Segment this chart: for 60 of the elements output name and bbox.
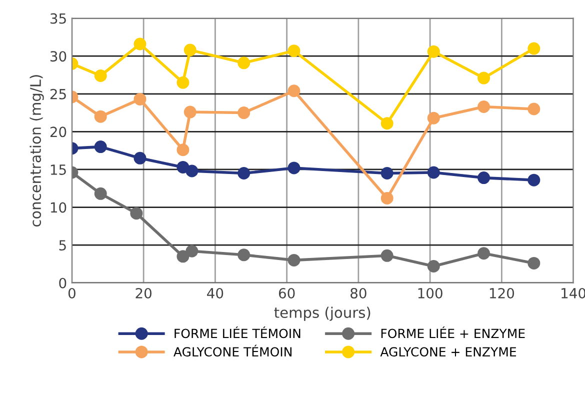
point [288,44,300,58]
legend-label: FORME LIÉE TÉMOIN [174,326,300,338]
point [288,162,300,174]
point [288,254,300,266]
x-tick-label: 120 [490,288,514,298]
point [134,38,146,50]
x-tick-label: 0 [68,288,76,298]
legend-label: FORME LIÉE + ENZYME [381,326,525,338]
y-tick-label: 35 [50,13,66,24]
point [238,167,250,180]
point [380,249,394,262]
point [238,56,250,70]
x-tick-label: 100 [418,288,442,298]
point [94,70,107,82]
x-axis-title: temps (jours) [274,306,370,321]
y-tick-label: 20 [50,126,66,138]
point [478,72,490,84]
y-axis-title: concentration (mg/L) [30,75,44,227]
point [176,76,190,89]
point [528,102,540,116]
point [478,100,490,113]
point [478,172,490,184]
point [380,167,394,180]
point [130,207,143,220]
y-tick-label: 10 [50,202,66,213]
point [427,260,440,272]
point [186,244,198,258]
legend-label: AGLYCONE + ENZYME [380,347,516,357]
point [380,192,394,204]
point [427,45,440,58]
y-tick-label: 15 [50,164,66,175]
point [134,152,146,164]
point [427,166,440,179]
point [238,248,250,262]
legend-label: AGLYCONE TÉMOIN [174,344,292,357]
point [176,250,190,263]
x-tick-label: 40 [207,288,224,298]
point [134,92,146,106]
x-tick-label: 80 [350,288,366,298]
point [94,140,107,154]
point [528,42,540,55]
point [288,84,300,98]
point [528,256,540,270]
point [186,164,198,178]
y-tick-label: 0 [59,278,66,288]
x-tick-label: 60 [278,288,295,298]
point [238,106,250,120]
y-tick-label: 5 [59,240,66,251]
point [184,106,196,118]
x-tick-label: 20 [136,288,152,298]
point [528,174,540,186]
point [478,247,490,260]
y-tick-label: 30 [50,51,66,62]
point [176,144,190,156]
point [184,44,196,56]
point [94,187,107,200]
point [94,110,107,123]
point [427,112,440,124]
y-tick-label: 25 [50,88,66,100]
point [380,117,394,130]
